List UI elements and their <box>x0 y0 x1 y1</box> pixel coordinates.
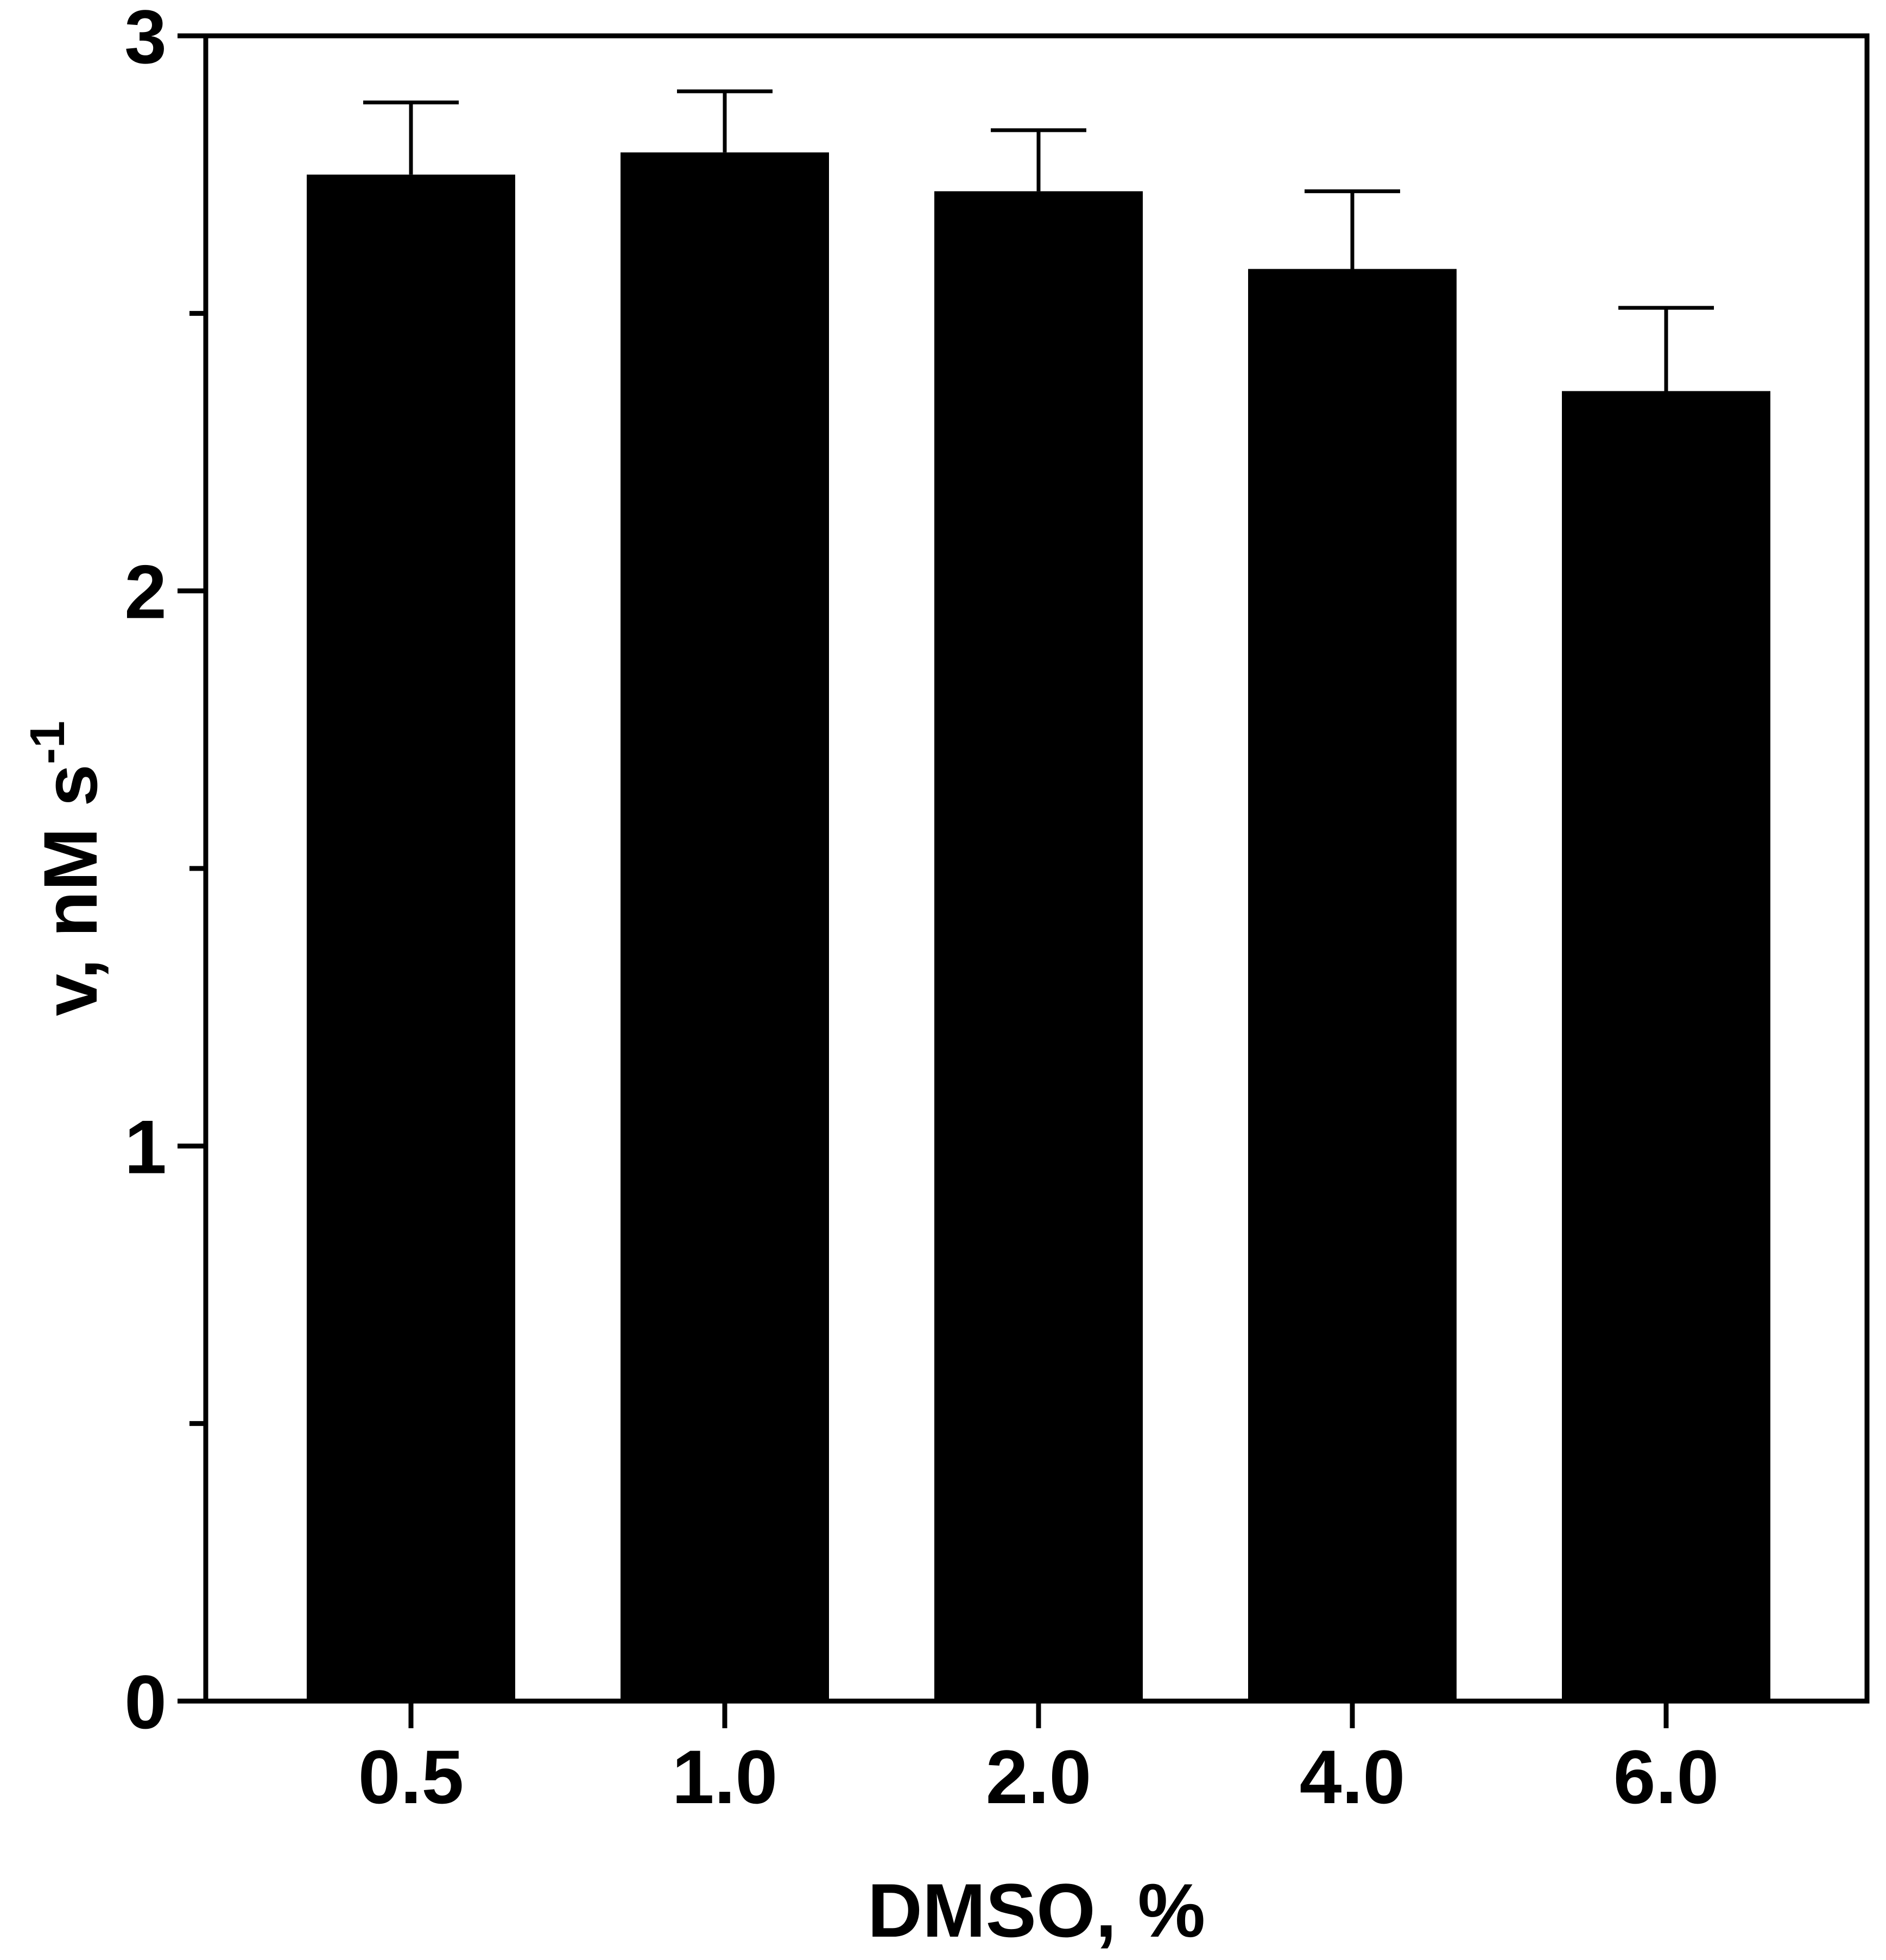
x-tick-label: 1.0 <box>672 1734 778 1819</box>
bar <box>307 174 515 1701</box>
bar <box>1562 391 1770 1702</box>
y-tick-label: 2 <box>124 549 167 635</box>
y-tick-label: 3 <box>124 0 167 79</box>
y-axis-title: v, nM s-1 <box>21 721 113 1016</box>
bar <box>621 152 829 1701</box>
x-tick-label: 0.5 <box>358 1734 464 1819</box>
error-bars <box>363 89 1714 391</box>
y-axis-title-main: v, nM s <box>28 764 113 1016</box>
x-tick-label: 2.0 <box>986 1734 1092 1819</box>
y-tick-label: 1 <box>124 1104 167 1189</box>
bars <box>307 152 1770 1702</box>
y-axis-title-superscript: -1 <box>21 721 75 764</box>
y-minor-ticks <box>189 310 206 1426</box>
x-axis-title: DMSO, % <box>868 1868 1205 1953</box>
y-tick-label: 0 <box>124 1659 167 1745</box>
x-tick-label: 4.0 <box>1300 1734 1406 1819</box>
bar <box>1248 269 1457 1701</box>
bar <box>934 191 1143 1701</box>
y-major-ticks: 0 1 2 3 <box>124 0 206 1745</box>
x-ticks: 0.5 1.0 2.0 4.0 6.0 <box>358 1701 1719 1819</box>
x-tick-label: 6.0 <box>1613 1734 1719 1819</box>
